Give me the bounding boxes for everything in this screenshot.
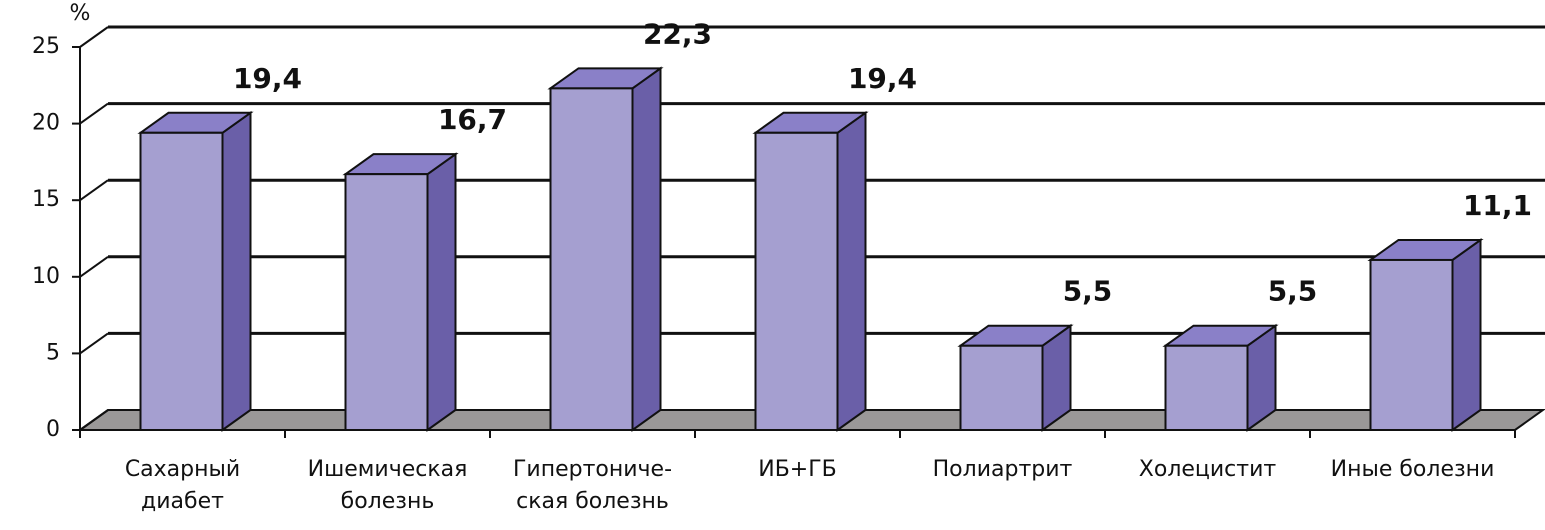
x-tick-label: Сахарный диабет (125, 457, 240, 514)
bar (754, 131, 839, 432)
y-tick-label: 5 (46, 340, 60, 365)
x-tick-label: Полиартрит (933, 457, 1073, 482)
y-tick-label: 25 (32, 34, 60, 59)
value-label: 5,5 (1268, 275, 1318, 308)
value-label: 5,5 (1063, 275, 1113, 308)
x-tick-label: Иные болезни (1331, 457, 1495, 482)
bar-side (631, 66, 662, 432)
value-label: 16,7 (438, 103, 507, 136)
bar (549, 87, 634, 431)
bar (344, 173, 429, 431)
value-label: 19,4 (848, 62, 917, 95)
wall-edge (79, 179, 109, 202)
bar (139, 131, 224, 432)
y-axis-label: % (70, 1, 91, 26)
wall-edge (79, 102, 109, 125)
bar (959, 344, 1044, 431)
bar-side (1451, 238, 1482, 432)
y-tick-label: 0 (46, 417, 60, 442)
value-label: 19,4 (233, 62, 302, 95)
bar (1369, 258, 1454, 431)
wall-edge (79, 26, 109, 48)
x-tick-label: Ишемическая болезнь (308, 457, 468, 514)
wall-edge (79, 332, 109, 355)
y-tick-label: 15 (32, 187, 60, 212)
x-tick-label: Холецистит (1139, 457, 1277, 482)
value-label: 11,1 (1463, 189, 1532, 222)
bar (1164, 344, 1249, 431)
value-label: 22,3 (643, 17, 712, 50)
x-tick-label: Гипертониче-ская болезнь (513, 457, 672, 514)
wall-edge (79, 409, 109, 431)
y-tick-label: 20 (32, 111, 60, 136)
bar-side (426, 152, 457, 432)
bar-side (836, 110, 867, 432)
x-tick-label: ИБ+ГБ (758, 457, 837, 482)
y-tick-label: 10 (32, 264, 60, 289)
bar-side (221, 110, 252, 432)
wall-edge (79, 255, 109, 278)
